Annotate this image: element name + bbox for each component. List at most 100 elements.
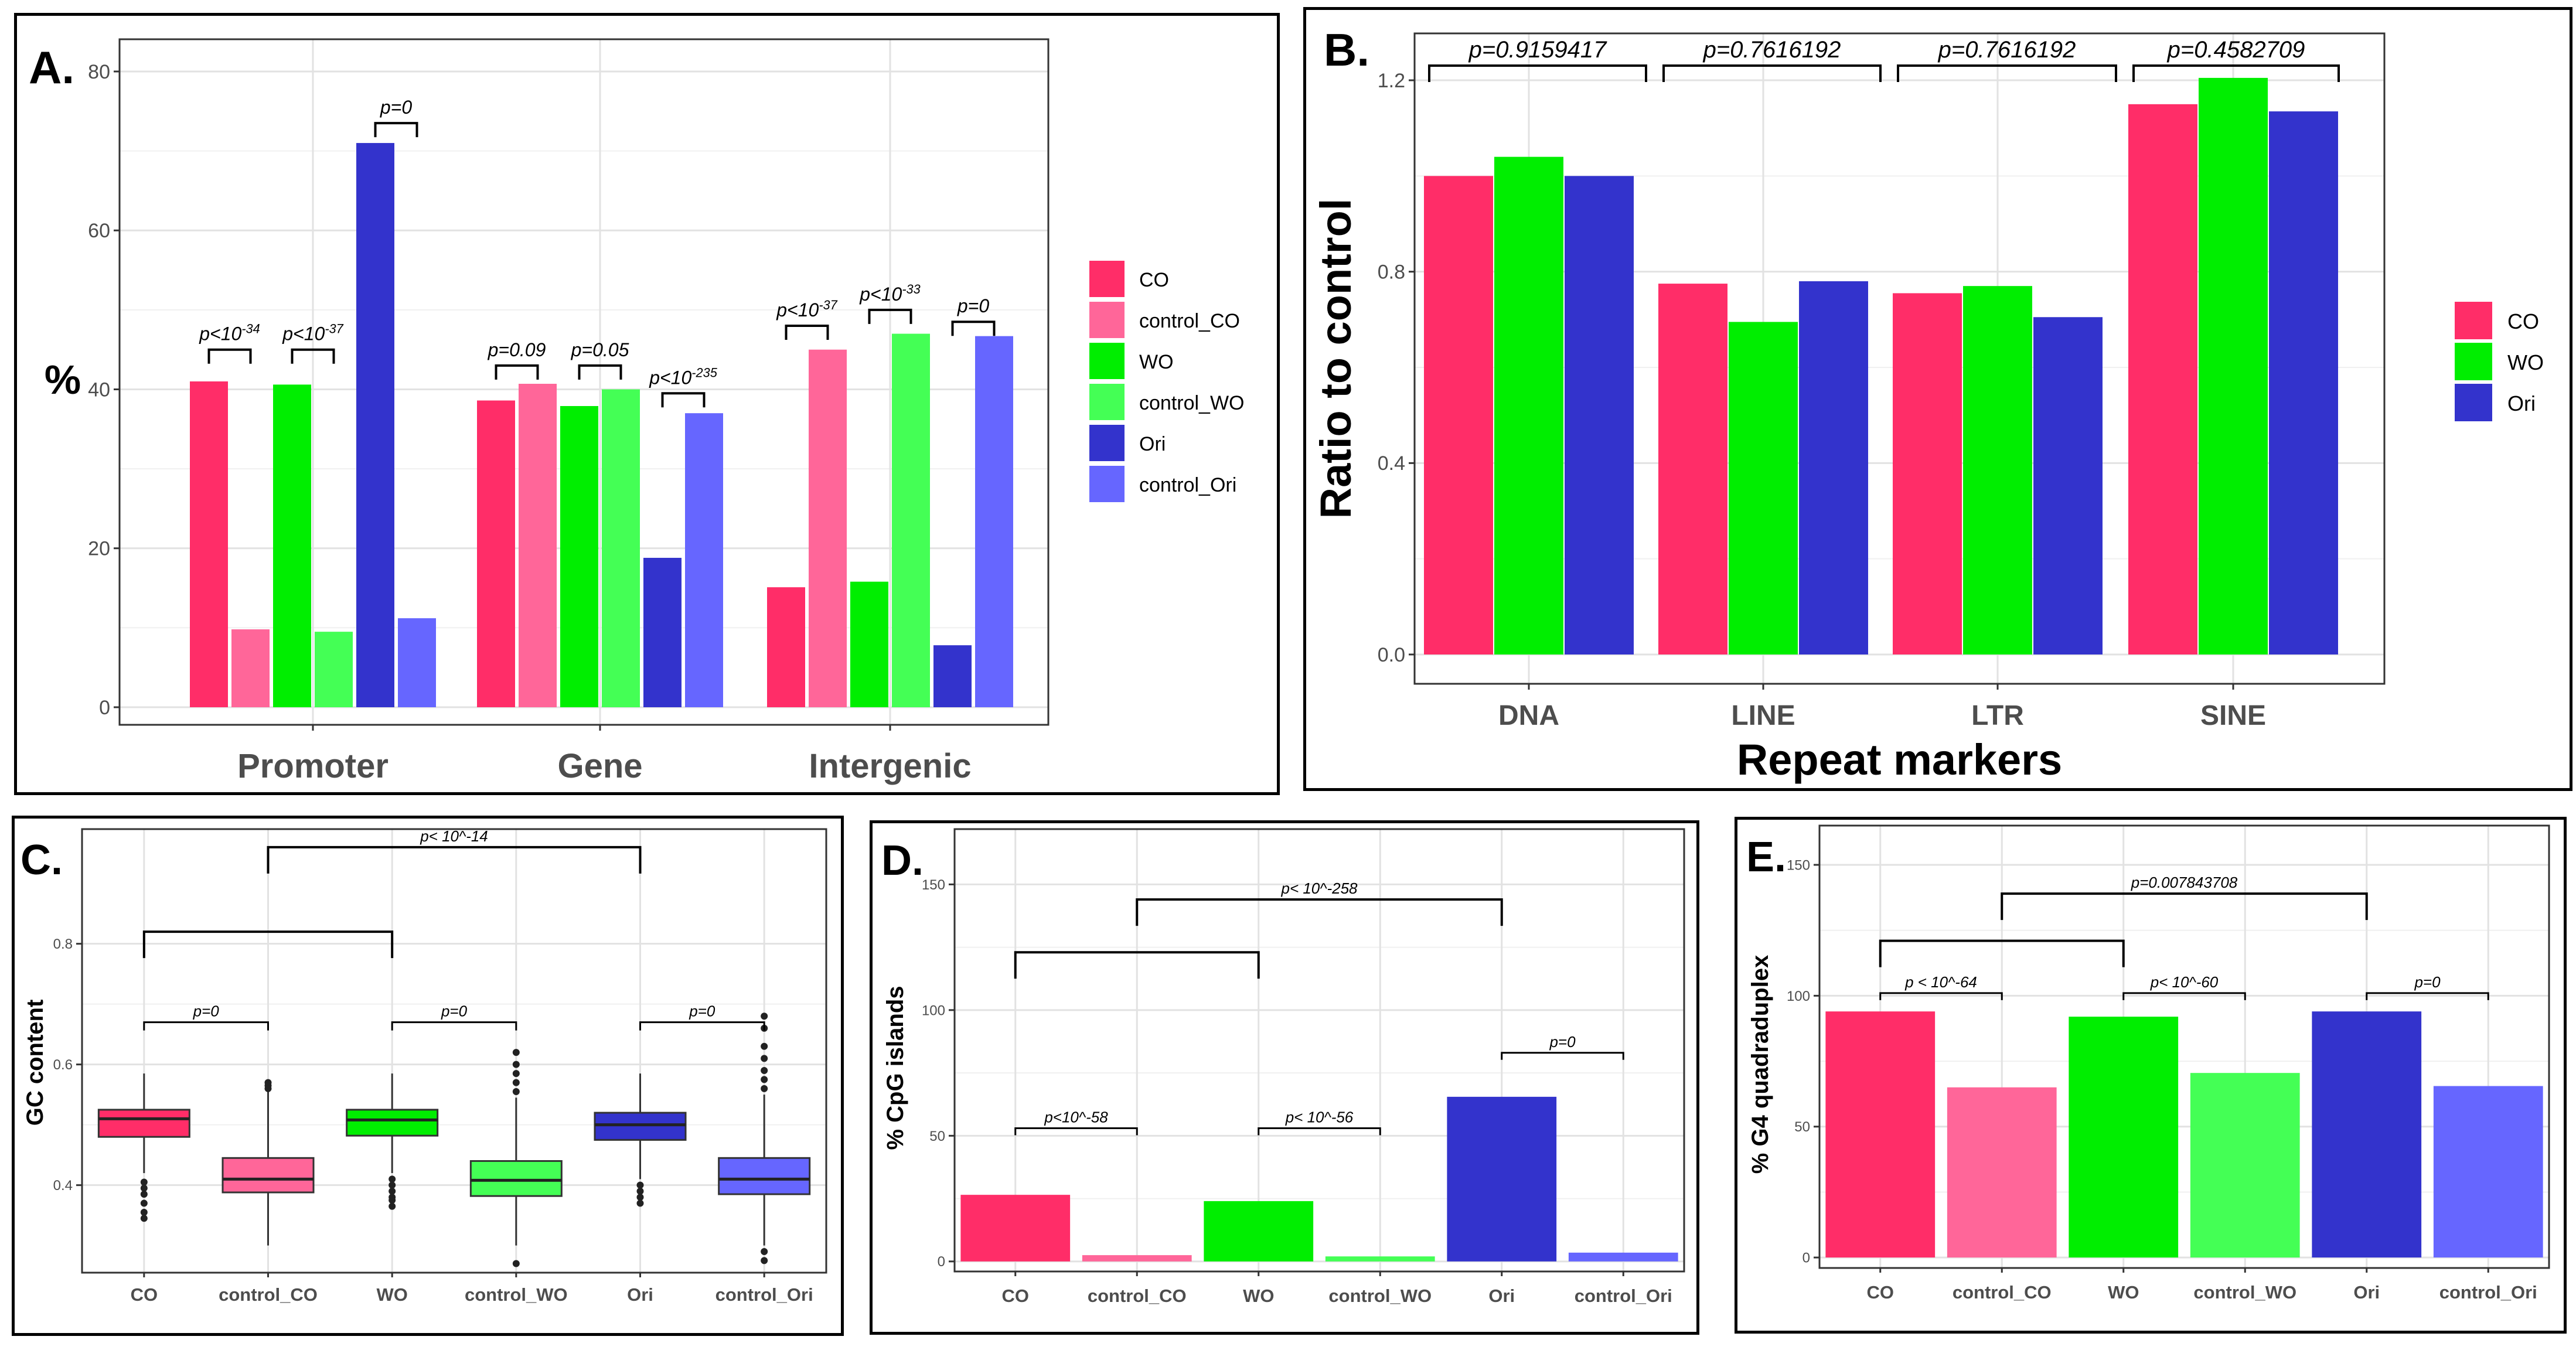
chart-b: 0.0 0.4 0.8 1.2 B. Ratio to control Repeat mar… bbox=[1311, 24, 2544, 784]
bar-e-WO bbox=[2069, 1017, 2179, 1258]
significance-bracket-d bbox=[1136, 898, 1503, 926]
p-value-label-d: p<10^-58 bbox=[1044, 1108, 1108, 1126]
p-value-label-e: p=0 bbox=[2414, 973, 2441, 991]
legend-label-b: Ori bbox=[2507, 391, 2536, 415]
chart-b-plot-border bbox=[1413, 32, 2386, 685]
bar-d-WO bbox=[1204, 1201, 1314, 1262]
bar-a-control_Ori bbox=[975, 336, 1013, 707]
bar-b-CO bbox=[1424, 176, 1493, 654]
significance-bracket-e bbox=[1879, 992, 2003, 1000]
p-value-label-a: p=0 bbox=[957, 295, 989, 316]
bar-d-CO bbox=[960, 1195, 1071, 1262]
box-c-control_CO bbox=[222, 1157, 315, 1194]
outlier-point-c bbox=[389, 1202, 396, 1210]
p-value-label-e: p< 10^-60 bbox=[2150, 973, 2219, 991]
bar-d-control_Ori bbox=[1568, 1252, 1678, 1262]
significance-bracket-d bbox=[1014, 1127, 1138, 1136]
outlier-point-c bbox=[636, 1187, 644, 1195]
box-c-Ori bbox=[594, 1112, 687, 1141]
bar-e-control_Ori bbox=[2433, 1086, 2543, 1258]
bar-a-control_WO bbox=[315, 632, 353, 707]
outlier-point-c bbox=[140, 1209, 148, 1216]
legend-swatch-a bbox=[1089, 261, 1125, 297]
significance-bracket-e bbox=[2366, 992, 2489, 1000]
outlier-point-c bbox=[140, 1215, 148, 1222]
significance-bracket-e bbox=[2001, 892, 2368, 921]
bar-e-control_WO bbox=[2190, 1073, 2300, 1258]
bar-a-control_WO bbox=[892, 333, 930, 707]
bar-b-CO bbox=[2128, 104, 2197, 655]
bar-a-control_CO bbox=[231, 629, 270, 707]
significance-bracket-b bbox=[1428, 64, 1647, 82]
chart-d-y-tick-label: 150 bbox=[922, 877, 945, 893]
chart-d-plot-bg bbox=[955, 829, 1684, 1271]
panel-c: 0.4 0.6 0.8 C. GC content CO control_CO WO contr… bbox=[12, 816, 844, 1336]
panel-label-b: B. bbox=[1324, 24, 1369, 76]
legend-label-a: control_CO bbox=[1139, 310, 1240, 332]
outlier-point-c bbox=[761, 1247, 768, 1255]
chart-c-y-tick-label: 0.4 bbox=[53, 1178, 73, 1194]
outlier-point-c bbox=[761, 1257, 768, 1264]
significance-bracket-e bbox=[2122, 992, 2246, 1000]
x-tick-label-b: LTR bbox=[1971, 700, 2024, 731]
legend-swatch-b bbox=[2455, 302, 2492, 339]
chart-b-y-tick-label: 0.4 bbox=[1378, 452, 1405, 475]
outlier-point-c bbox=[389, 1187, 396, 1195]
chart-a-y-tick-label: 40 bbox=[88, 379, 110, 401]
bar-a-Ori bbox=[356, 143, 394, 707]
p-value-label-a: p<10-33 bbox=[859, 281, 921, 305]
significance-bracket-a bbox=[207, 348, 252, 364]
box-c-CO bbox=[97, 1109, 190, 1138]
outlier-point-c bbox=[512, 1049, 520, 1056]
panel-e: 0 50 100 150 E. % G4 quadraduplex CO control_CO… bbox=[1735, 817, 2567, 1334]
outlier-point-c bbox=[140, 1178, 148, 1186]
legend-label-a: control_Ori bbox=[1139, 474, 1236, 496]
chart-c-plot-bg bbox=[82, 829, 826, 1273]
bar-e-Ori bbox=[2312, 1011, 2422, 1258]
bar-b-WO bbox=[1494, 156, 1563, 654]
bar-a-WO bbox=[273, 384, 311, 707]
chart-c-plot-border bbox=[81, 828, 827, 1274]
box-c-WO bbox=[346, 1109, 439, 1137]
bar-a-control_CO bbox=[809, 349, 847, 707]
outlier-point-c bbox=[264, 1079, 272, 1086]
significance-bracket-d bbox=[1014, 951, 1260, 979]
outlier-point-c bbox=[140, 1191, 148, 1198]
legend-label-b: WO bbox=[2507, 350, 2544, 374]
outlier-point-c bbox=[389, 1196, 396, 1204]
outlier-point-c bbox=[761, 1066, 768, 1074]
p-value-label-d: p< 10^-258 bbox=[1280, 879, 1358, 897]
x-tick-label-c: WO bbox=[376, 1284, 407, 1305]
significance-bracket-c bbox=[391, 1021, 517, 1031]
panel-d: 0 50 100 150 D. % CpG islands CO control_CO WO co… bbox=[870, 820, 1699, 1335]
x-tick-label-d: Ori bbox=[1488, 1286, 1515, 1306]
p-value-label-a: p<10-34 bbox=[199, 321, 260, 345]
box-c-control_WO bbox=[469, 1160, 563, 1197]
x-tick-label-b: SINE bbox=[2200, 700, 2266, 731]
bar-d-control_WO bbox=[1325, 1256, 1435, 1262]
x-tick-label-c: control_WO bbox=[465, 1284, 568, 1305]
chart-a-plot-border bbox=[118, 38, 1050, 726]
outlier-point-c bbox=[761, 1012, 768, 1020]
significance-bracket-a bbox=[374, 122, 418, 138]
y-axis-label-d: % CpG islands bbox=[882, 986, 908, 1150]
bar-b-Ori bbox=[1799, 281, 1868, 654]
outlier-point-c bbox=[512, 1088, 520, 1096]
p-value-label-a: p=0 bbox=[380, 97, 412, 118]
bar-d-Ori bbox=[1447, 1096, 1557, 1262]
outlier-point-c bbox=[140, 1184, 148, 1192]
significance-bracket-a bbox=[578, 364, 622, 380]
significance-bracket-c bbox=[142, 930, 394, 959]
p-value-label-a: p<10-235 bbox=[649, 365, 718, 388]
outlier-point-c bbox=[512, 1061, 520, 1068]
x-tick-label-a: Intergenic bbox=[809, 747, 971, 785]
legend-swatch-a bbox=[1089, 384, 1125, 420]
outlier-point-c bbox=[389, 1175, 396, 1183]
chart-a-y-tick-label: 80 bbox=[88, 61, 110, 83]
y-axis-label-a: % bbox=[45, 357, 81, 403]
y-axis-label-b: Ratio to control bbox=[1311, 199, 1360, 519]
outlier-point-c bbox=[761, 1055, 768, 1062]
chart-e-plot-border bbox=[1818, 824, 2550, 1269]
legend-swatch-a bbox=[1089, 466, 1125, 502]
p-value-label-a: p=0.05 bbox=[571, 339, 629, 360]
